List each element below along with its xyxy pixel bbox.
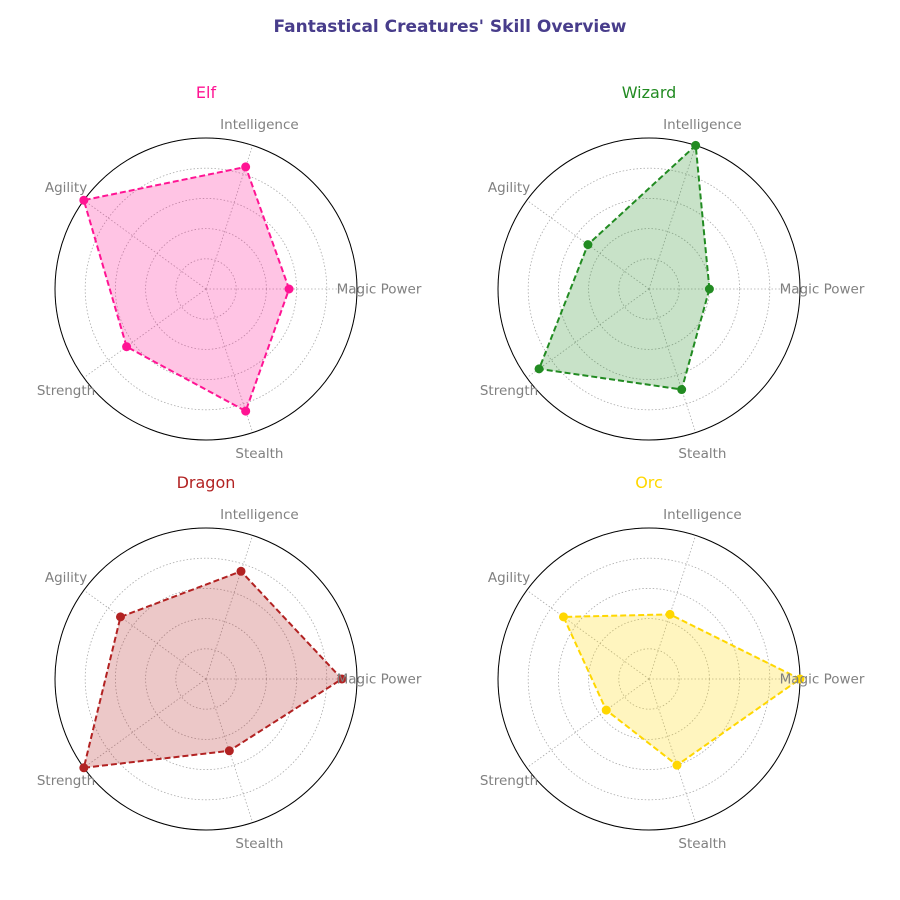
elf-grid-ring-3	[115, 197, 297, 380]
dragon-point-strength	[79, 763, 89, 773]
dragon-point-intelligence	[236, 566, 246, 576]
wizard-grid-ring-1	[618, 258, 680, 320]
dragon-spoke-stealth	[205, 678, 254, 823]
orc-spoke-strength	[526, 678, 650, 769]
elf-point-intelligence	[241, 162, 251, 172]
orc-panel-title: Orc	[635, 473, 663, 492]
wizard-axis-label-strength: Strength	[480, 383, 538, 399]
elf-data-area	[83, 166, 290, 412]
wizard-point-agility	[583, 240, 593, 250]
elf-spoke-intelligence	[205, 145, 254, 290]
dragon-point-agility	[115, 612, 125, 622]
elf-axis-label-intelligence: Intelligence	[220, 117, 299, 133]
elf-grid-ring-4	[84, 167, 328, 411]
elf-axis-label-magic-power: Magic Power	[337, 282, 422, 298]
orc-spoke-stealth	[648, 678, 697, 823]
wizard-spoke-agility	[526, 199, 650, 290]
orc-point-strength	[601, 705, 611, 715]
wizard-point-stealth	[677, 385, 687, 395]
wizard-grid-ring-3	[558, 197, 741, 380]
wizard-data-area	[539, 145, 710, 390]
wizard-radar-panel: Wizard Magic Power Intelligence Agility Stre…	[480, 83, 865, 462]
orc-grid-ring-3	[558, 588, 741, 771]
orc-point-magic-power	[795, 674, 805, 684]
dragon-axis-label-intelligence: Intelligence	[220, 507, 299, 523]
elf-spoke-strength	[83, 288, 207, 379]
dragon-point-magic-power	[337, 674, 347, 684]
wizard-outer-circle	[497, 137, 801, 441]
orc-point-intelligence	[665, 609, 675, 619]
wizard-axis-label-stealth: Stealth	[678, 446, 726, 462]
dragon-axis-label-strength: Strength	[37, 773, 95, 789]
radar-panels: Elf Magic Power Intelligence Agility Strengt…	[37, 83, 865, 852]
elf-panel-title: Elf	[196, 83, 217, 102]
dragon-spoke-intelligence	[205, 535, 254, 680]
orc-axis-label-magic-power: Magic Power	[780, 672, 865, 688]
wizard-axis-label-intelligence: Intelligence	[663, 117, 742, 133]
wizard-axis-label-magic-power: Magic Power	[780, 282, 865, 298]
elf-grid-ring-1	[175, 258, 237, 320]
orc-axis-label-strength: Strength	[480, 773, 538, 789]
wizard-spoke-strength	[526, 288, 650, 379]
dragon-data-area	[83, 571, 342, 768]
elf-outer-circle	[54, 137, 358, 441]
wizard-point-strength	[534, 364, 544, 374]
wizard-grid-ring-4	[527, 167, 771, 411]
wizard-spoke-intelligence	[648, 145, 697, 290]
chart-title: Fantastical Creatures' Skill Overview	[274, 17, 627, 37]
wizard-axis-label-agility: Agility	[488, 180, 530, 196]
elf-point-agility	[79, 195, 89, 205]
elf-axis-label-agility: Agility	[45, 180, 87, 196]
dragon-panel-title: Dragon	[177, 473, 236, 492]
wizard-spoke-stealth	[648, 288, 697, 433]
elf-point-strength	[122, 342, 132, 352]
elf-data-line	[82, 165, 291, 413]
orc-grid-ring-4	[527, 557, 771, 801]
elf-axis-label-strength: Strength	[37, 383, 95, 399]
wizard-point-magic-power	[704, 284, 714, 294]
dragon-axis-label-stealth: Stealth	[235, 836, 283, 852]
dragon-radar-panel: Dragon Magic Power Intelligence Agility Stre…	[37, 473, 422, 852]
orc-point-agility	[558, 612, 568, 622]
dragon-axis-label-agility: Agility	[45, 570, 87, 586]
dragon-spoke-strength	[83, 678, 207, 769]
orc-grid-ring-1	[618, 648, 680, 710]
dragon-axis-label-magic-power: Magic Power	[337, 672, 422, 688]
orc-data-area	[563, 614, 800, 766]
orc-spoke-agility	[526, 589, 650, 680]
orc-data-line	[562, 613, 801, 767]
dragon-outer-circle	[54, 527, 358, 831]
dragon-grid-ring-4	[84, 557, 328, 801]
orc-radar-panel: Orc Magic Power Intelligence Agility Strengt…	[480, 473, 865, 852]
wizard-panel-title: Wizard	[622, 83, 677, 102]
dragon-data-line	[82, 570, 343, 769]
dragon-grid-ring-1	[175, 648, 237, 710]
elf-point-stealth	[241, 406, 251, 416]
dragon-point-stealth	[224, 746, 234, 756]
dragon-spoke-agility	[83, 589, 207, 680]
elf-point-magic-power	[284, 284, 294, 294]
elf-radar-panel: Elf Magic Power Intelligence Agility Strengt…	[37, 83, 422, 462]
orc-axis-label-agility: Agility	[488, 570, 530, 586]
orc-axis-label-intelligence: Intelligence	[663, 507, 742, 523]
wizard-point-intelligence	[691, 140, 701, 150]
elf-spoke-stealth	[205, 288, 254, 433]
orc-spoke-intelligence	[648, 535, 697, 680]
dragon-grid-ring-3	[115, 588, 297, 771]
wizard-data-line	[538, 144, 711, 391]
orc-axis-label-stealth: Stealth	[678, 836, 726, 852]
orc-point-stealth	[672, 760, 682, 770]
elf-axis-label-stealth: Stealth	[235, 446, 283, 462]
elf-spoke-agility	[83, 199, 207, 290]
